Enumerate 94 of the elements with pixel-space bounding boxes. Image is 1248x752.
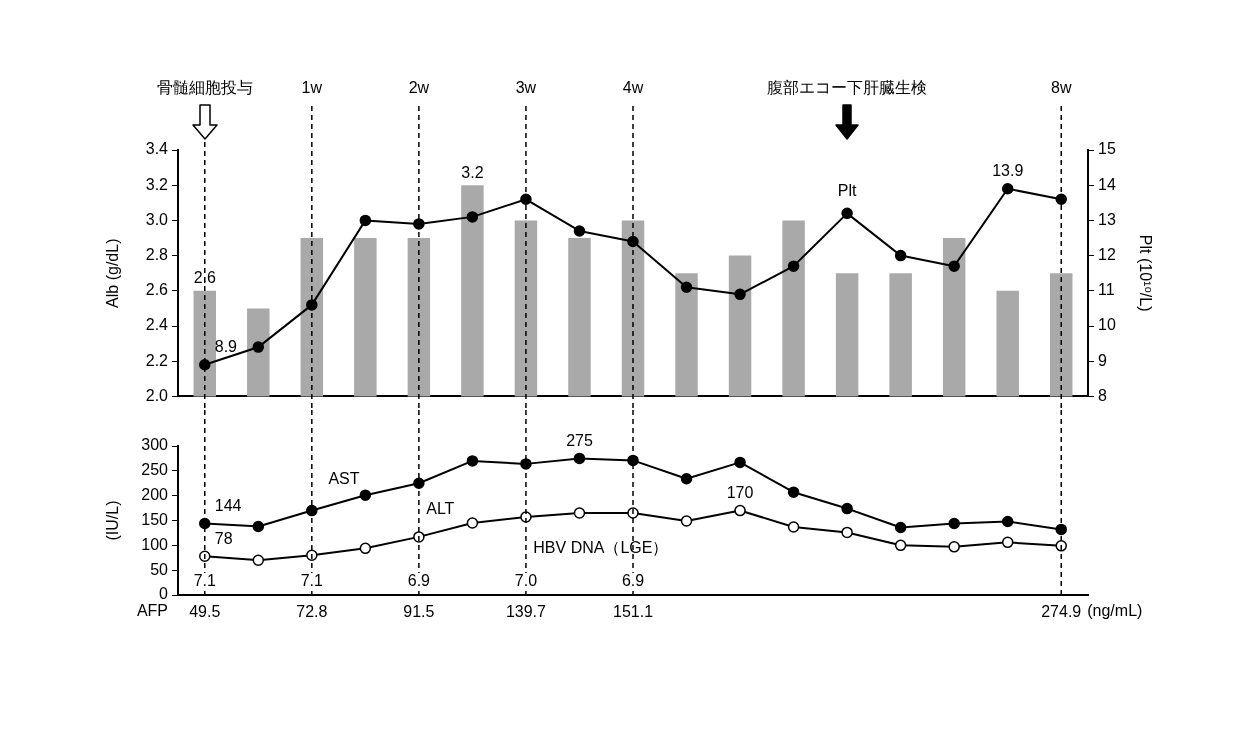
y-tick-label: 2.2 (145, 351, 169, 369)
data-label: 13.9 (992, 162, 1024, 180)
data-label: 275 (566, 431, 593, 449)
point (573, 507, 586, 519)
point (359, 489, 372, 501)
annotation: 7.1 (300, 572, 324, 590)
y-axis-title: (IU/L) (104, 500, 122, 541)
x-tick-label: 4w (622, 78, 644, 96)
annotation: 7.0 (514, 572, 538, 590)
point (1001, 182, 1014, 195)
data-label: 78 (214, 529, 233, 547)
annotation: HBV DNA（LGE） (533, 539, 669, 557)
point (894, 249, 907, 262)
y-tick-label: 3.0 (145, 210, 169, 228)
x-tick-label: 2w (408, 78, 430, 96)
x-tick-label: 腹部エコー下肝臓生検 (767, 78, 928, 96)
point (252, 520, 265, 533)
x-tick-label: 1w (301, 78, 323, 96)
point (252, 554, 265, 566)
point (734, 288, 746, 301)
y-tick-label: 0 (159, 585, 169, 603)
x-tick-label: 49.5 (189, 603, 221, 621)
y-tick-label: 200 (141, 486, 169, 504)
point (841, 207, 853, 220)
annotation: 6.9 (621, 572, 645, 590)
x-tick-label: 274.9 (1041, 603, 1082, 621)
y2-tick-label: 8 (1098, 386, 1107, 404)
x-tick-label: 91.5 (403, 603, 435, 621)
point (841, 526, 853, 539)
y2-tick-label: 10 (1098, 316, 1116, 334)
point (466, 455, 479, 467)
point (948, 541, 960, 553)
y-tick-label: 100 (141, 535, 169, 553)
point (734, 504, 746, 517)
x-tick-label: 8w (1051, 78, 1072, 96)
data-label: 144 (214, 496, 242, 514)
y2-tick-label: 9 (1098, 351, 1107, 369)
y-axis-title: Alb (g/dL) (104, 238, 122, 308)
point (359, 214, 372, 227)
x-tick-label: 72.8 (296, 603, 328, 621)
series-label: AST (328, 469, 360, 487)
y2-tick-label: 13 (1098, 210, 1116, 228)
y2-tick-label: 14 (1098, 175, 1116, 193)
y-tick-label: 2.0 (145, 386, 169, 404)
point (573, 225, 586, 237)
y-tick-label: 50 (150, 560, 169, 578)
point (787, 521, 800, 533)
data-label: 8.9 (214, 338, 238, 356)
point (948, 517, 960, 530)
data-label: 3.2 (461, 163, 484, 181)
point (1001, 515, 1014, 528)
y-tick-label: 2.8 (145, 246, 169, 264)
y2-tick-label: 15 (1098, 140, 1116, 158)
series-label: ALT (426, 499, 455, 517)
x-tick-label: 骨髄細胞投与 (156, 78, 253, 96)
point (1055, 523, 1067, 536)
point (359, 542, 372, 555)
point (466, 517, 479, 529)
point (680, 281, 693, 294)
y-tick-label: 2.4 (145, 316, 169, 334)
y-tick-label: 3.4 (145, 140, 169, 158)
y-tick-label: 2.6 (145, 281, 169, 299)
point (894, 539, 907, 552)
point (680, 515, 693, 527)
y-tick-label: 150 (141, 510, 169, 528)
y2-axis-title: Plt (10¹⁰/L) (1136, 234, 1154, 312)
x-tick-label: 3w (515, 78, 537, 96)
point (1001, 536, 1014, 549)
point (573, 452, 586, 465)
x-tick-label: 139.7 (505, 603, 547, 621)
x-axis-title: AFP (136, 602, 168, 620)
y2-tick-label: 12 (1098, 246, 1116, 264)
x-tick-label: 151.1 (612, 603, 654, 621)
y-tick-label: 3.2 (145, 175, 169, 193)
data-label: 170 (726, 483, 754, 501)
annotation: 7.1 (193, 572, 216, 590)
point (680, 473, 693, 485)
point (894, 521, 907, 534)
point (948, 260, 960, 272)
point (841, 502, 853, 515)
point (627, 235, 639, 248)
point (787, 260, 800, 272)
point (734, 456, 746, 469)
point (466, 211, 479, 223)
annotation: 6.9 (407, 572, 431, 590)
point (252, 341, 265, 353)
y-tick-label: 250 (141, 461, 169, 479)
text: (ng/mL) (1087, 602, 1143, 620)
y2-tick-label: 11 (1098, 281, 1115, 299)
y-tick-label: 300 (141, 436, 169, 454)
point (306, 504, 318, 517)
data-label: 2.6 (193, 269, 216, 287)
series-label: Plt (837, 181, 858, 199)
point (787, 486, 800, 498)
